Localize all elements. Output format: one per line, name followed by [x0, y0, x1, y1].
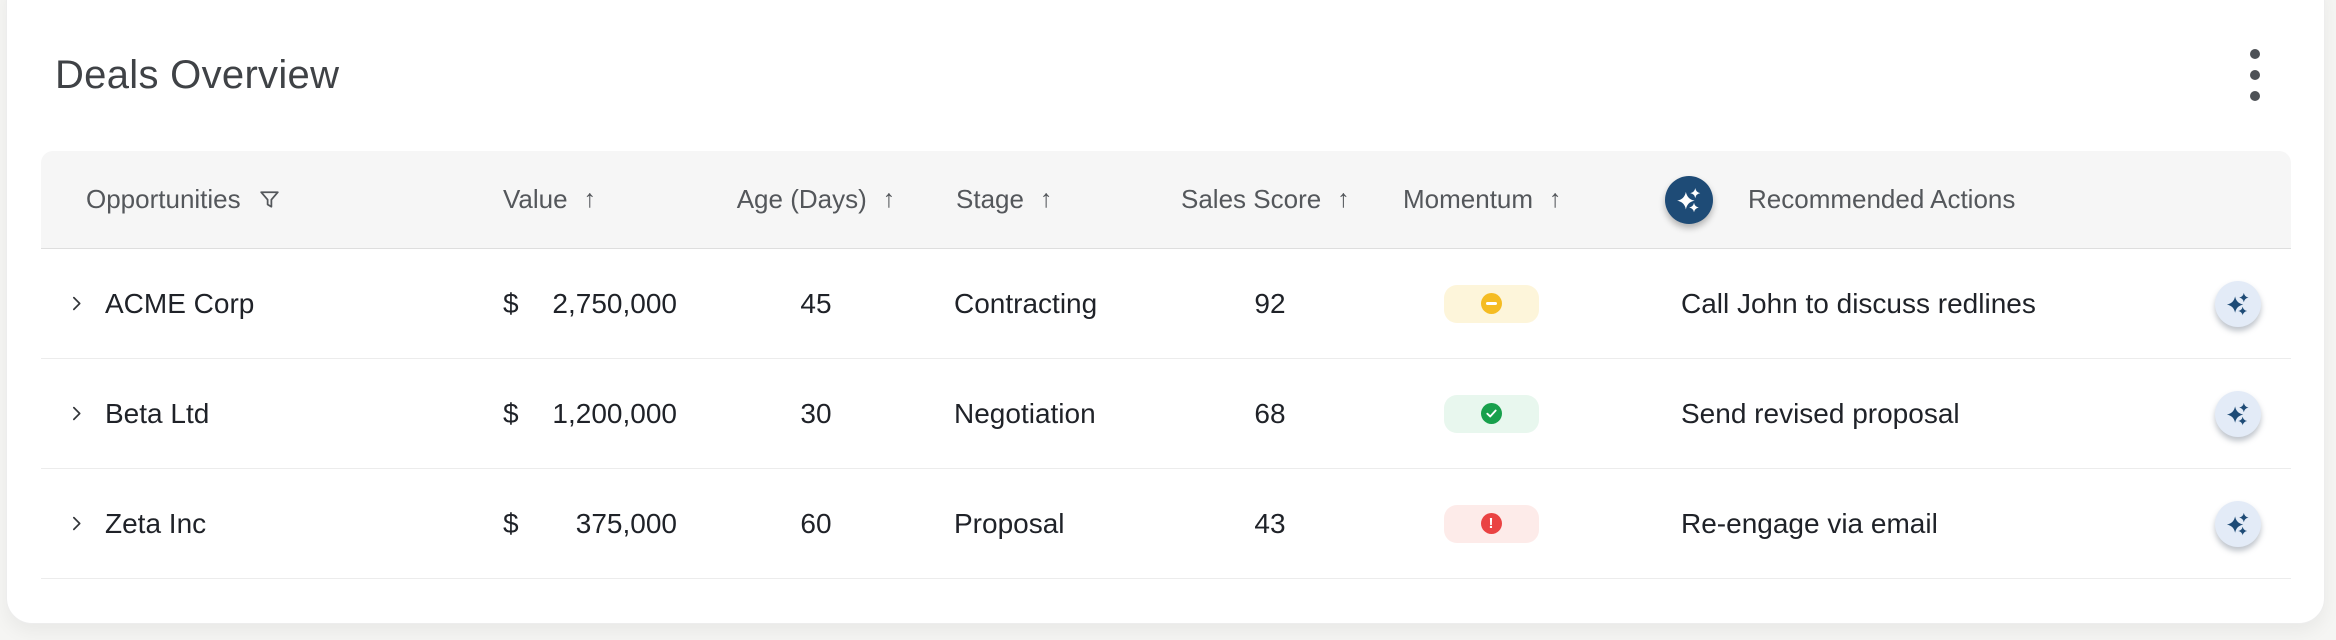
age-cell: 45: [800, 287, 832, 319]
alert-icon: !: [1480, 513, 1502, 534]
currency-symbol: $: [503, 507, 519, 539]
column-header-momentum[interactable]: Momentum ↑: [1391, 184, 1621, 215]
recommended-action-cell: Call John to discuss redlines: [1681, 287, 2036, 319]
table-row: Zeta Inc $ 375,000 60 Proposal 43 ! Re-e…: [41, 469, 2291, 579]
momentum-cell: [1391, 394, 1621, 433]
value-cell: $ 375,000: [501, 508, 681, 540]
currency-symbol: $: [503, 397, 519, 429]
card-header: Deals Overview: [7, 0, 2324, 101]
action-button-cell: [2161, 500, 2293, 547]
expand-row-icon[interactable]: [68, 515, 85, 532]
column-label: Age (Days): [736, 184, 867, 214]
column-header-stage[interactable]: Stage ↑: [951, 184, 1171, 215]
minus-icon: [1480, 293, 1502, 314]
ai-sparkles-icon: [1665, 175, 1713, 224]
momentum-badge-negative: !: [1443, 504, 1539, 543]
momentum-badge-positive: [1443, 394, 1539, 433]
opportunity-name: Beta Ltd: [105, 397, 210, 429]
sort-asc-icon[interactable]: ↑: [1039, 185, 1053, 213]
sort-asc-icon[interactable]: ↑: [583, 185, 597, 213]
opportunity-cell[interactable]: Zeta Inc: [41, 508, 501, 540]
momentum-cell: [1391, 284, 1621, 323]
table-header-row: Opportunities Value ↑ Age (Days) ↑ Stage…: [41, 151, 2291, 249]
column-header-sales-score[interactable]: Sales Score ↑: [1171, 184, 1391, 215]
column-label: Value: [503, 184, 568, 214]
opportunity-name: Zeta Inc: [105, 507, 207, 539]
age-cell: 30: [800, 397, 832, 429]
column-label: Stage: [956, 184, 1024, 214]
opportunity-cell[interactable]: ACME Corp: [41, 288, 501, 320]
age-cell: 60: [800, 507, 832, 539]
sales-score-cell: 92: [1254, 287, 1286, 319]
sales-score-cell: 43: [1254, 507, 1286, 539]
page-title: Deals Overview: [55, 53, 340, 97]
opportunity-cell[interactable]: Beta Ltd: [41, 398, 501, 430]
sort-asc-icon[interactable]: ↑: [1549, 185, 1562, 213]
more-options-icon[interactable]: [2242, 43, 2268, 107]
sort-asc-icon[interactable]: ↑: [882, 185, 896, 213]
momentum-cell: !: [1391, 504, 1621, 543]
stage-cell: Negotiation: [954, 397, 1096, 429]
deals-overview-card: Deals Overview Opportunities Value ↑ Age…: [6, 0, 2325, 624]
expand-row-icon[interactable]: [68, 295, 85, 312]
column-header-opportunities[interactable]: Opportunities: [41, 184, 501, 215]
sales-score-cell: 68: [1254, 397, 1286, 429]
deals-table: Opportunities Value ↑ Age (Days) ↑ Stage…: [41, 151, 2291, 579]
table-row: ACME Corp $ 2,750,000 45 Contracting 92 …: [41, 249, 2291, 359]
sort-asc-icon[interactable]: ↑: [1337, 185, 1350, 213]
ai-action-button[interactable]: [2215, 500, 2261, 547]
expand-row-icon[interactable]: [68, 405, 85, 422]
column-header-value[interactable]: Value ↑: [501, 184, 681, 215]
deal-value: 2,750,000: [552, 287, 677, 319]
ai-action-button[interactable]: [2215, 390, 2261, 437]
column-header-age[interactable]: Age (Days) ↑: [681, 184, 951, 215]
currency-symbol: $: [503, 287, 519, 319]
opportunity-name: ACME Corp: [105, 287, 255, 319]
stage-cell: Contracting: [954, 287, 1098, 319]
column-label: Opportunities: [86, 184, 241, 214]
deal-value: 375,000: [575, 507, 677, 539]
action-button-cell: [2161, 280, 2293, 327]
recommended-action-cell: Re-engage via email: [1681, 507, 1938, 539]
column-label: Recommended Actions: [1748, 184, 2016, 214]
momentum-badge-neutral: [1443, 284, 1539, 323]
ai-action-button[interactable]: [2215, 280, 2261, 327]
table-row: Beta Ltd $ 1,200,000 30 Negotiation 68 S…: [41, 359, 2291, 469]
action-button-cell: [2161, 390, 2293, 437]
check-icon: [1480, 403, 1502, 424]
value-cell: $ 2,750,000: [501, 288, 681, 320]
filter-icon[interactable]: [257, 187, 282, 212]
value-cell: $ 1,200,000: [501, 398, 681, 430]
column-label: Momentum: [1403, 184, 1534, 214]
stage-cell: Proposal: [954, 507, 1065, 539]
column-label: Sales Score: [1181, 184, 1322, 214]
deal-value: 1,200,000: [552, 397, 677, 429]
recommended-action-cell: Send revised proposal: [1681, 397, 1960, 429]
column-header-recommended-actions: Recommended Actions: [1621, 175, 2161, 224]
